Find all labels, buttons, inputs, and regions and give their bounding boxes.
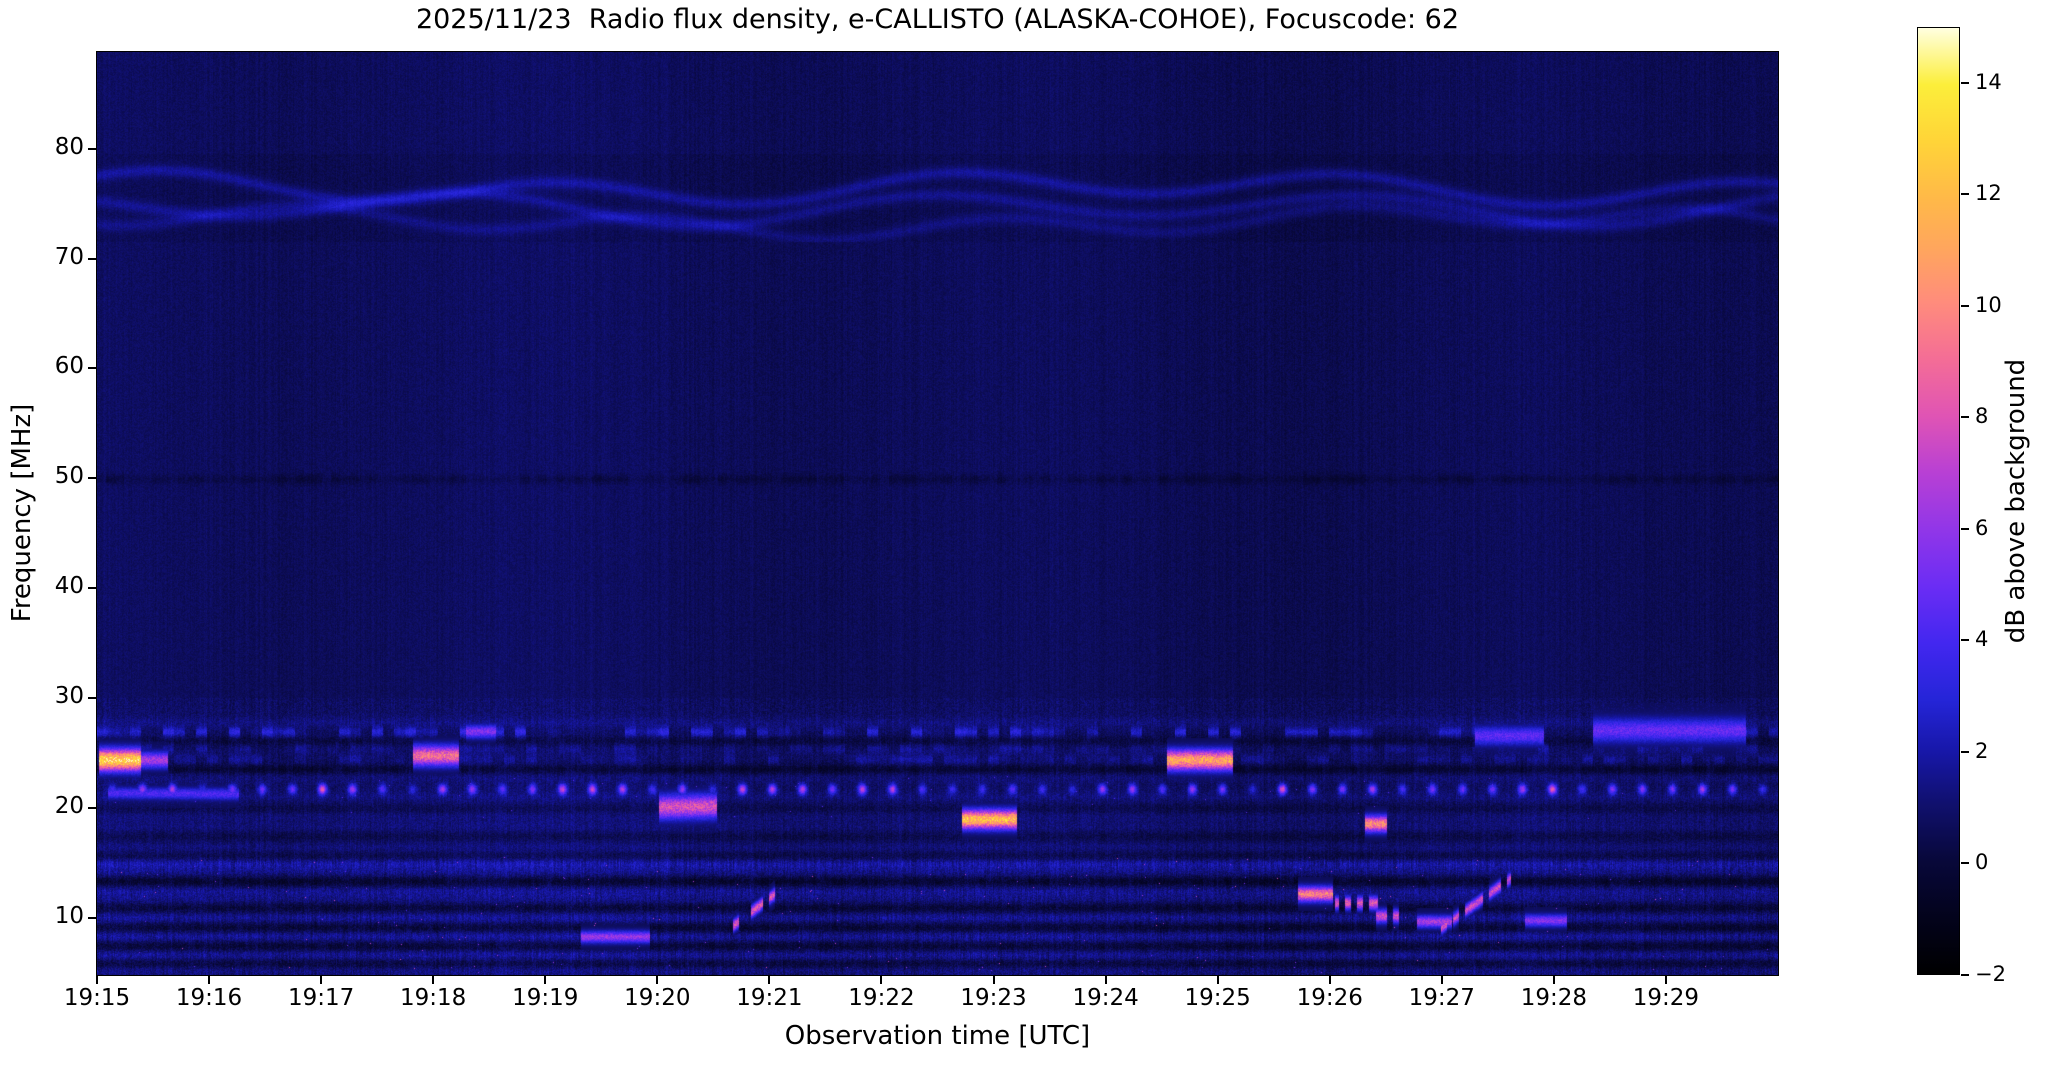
y-tick-mark	[88, 806, 96, 809]
spectrogram-canvas	[97, 52, 1778, 975]
x-tick-label: 19:28	[1520, 985, 1587, 1011]
colorbar-tick-label: 0	[1975, 850, 1989, 875]
x-tick-mark	[96, 976, 98, 984]
colorbar-tick-mark	[1961, 193, 1969, 196]
y-tick-label: 10	[54, 902, 84, 929]
colorbar-tick-label: 4	[1975, 627, 1989, 652]
colorbar-tick-label: 2	[1975, 738, 1989, 763]
y-axis-label: Frequency [MHz]	[7, 403, 37, 623]
colorbar-tick-mark	[1961, 416, 1969, 419]
colorbar-tick-label: −2	[1975, 962, 2006, 986]
y-tick-mark	[88, 257, 96, 260]
y-tick-mark	[88, 916, 96, 919]
colorbar-tick-mark	[1961, 639, 1969, 642]
colorbar-tick-mark	[1961, 81, 1969, 84]
x-tick-label: 19:15	[63, 985, 131, 1011]
x-tick-label: 19:16	[175, 985, 243, 1011]
colorbar-tick-label: 12	[1975, 181, 2002, 206]
x-tick-label: 19:29	[1632, 985, 1700, 1011]
x-tick-label: 19:23	[960, 985, 1027, 1011]
x-tick-label: 19:19	[512, 985, 579, 1011]
x-tick-label: 19:18	[400, 985, 467, 1011]
colorbar-label: dB above background	[2001, 358, 2031, 644]
chart-title: 2025/11/23 Radio flux density, e-CALLIST…	[415, 4, 1460, 35]
x-tick-mark	[544, 976, 547, 984]
x-tick-mark	[1664, 976, 1667, 984]
x-tick-mark	[992, 976, 995, 984]
y-tick-label: 80	[54, 133, 84, 160]
y-tick-label: 30	[54, 683, 84, 710]
x-tick-mark	[768, 976, 771, 984]
colorbar-tick-mark	[1961, 304, 1969, 307]
colorbar-tick-label: 8	[1975, 404, 1989, 429]
plot-area	[96, 51, 1779, 976]
y-tick-mark	[88, 147, 96, 150]
y-tick-label: 20	[54, 792, 84, 819]
colorbar-tick-label: 10	[1975, 292, 2002, 317]
x-tick-mark	[208, 976, 211, 984]
x-tick-label: 19:27	[1408, 985, 1475, 1011]
colorbar-tick-mark	[1961, 527, 1969, 530]
x-tick-mark	[1104, 976, 1107, 984]
y-tick-mark	[88, 587, 96, 590]
x-tick-mark	[656, 976, 659, 984]
y-tick-label: 60	[54, 353, 84, 380]
x-tick-mark	[1440, 976, 1443, 984]
y-tick-label: 70	[54, 243, 84, 270]
x-tick-mark	[1216, 976, 1219, 984]
colorbar-tick-mark	[1961, 750, 1969, 753]
x-tick-mark	[1328, 976, 1331, 984]
x-tick-label: 19:17	[287, 985, 355, 1011]
colorbar-tick-mark	[1961, 862, 1969, 865]
x-tick-label: 19:25	[1184, 985, 1251, 1011]
x-tick-mark	[320, 976, 323, 984]
y-tick-mark	[88, 367, 96, 370]
y-tick-label: 50	[54, 463, 84, 490]
x-tick-mark	[432, 976, 435, 984]
x-tick-mark	[880, 976, 883, 984]
x-tick-label: 19:21	[736, 985, 803, 1011]
x-tick-mark	[1552, 976, 1555, 984]
y-tick-mark	[88, 697, 96, 700]
x-tick-label: 19:26	[1296, 985, 1363, 1011]
colorbar-tick-mark	[1961, 974, 1969, 976]
y-tick-mark	[88, 477, 96, 480]
x-axis-label: Observation time [UTC]	[784, 1021, 1091, 1051]
x-tick-label: 19:24	[1072, 985, 1139, 1011]
colorbar	[1917, 27, 1960, 975]
x-tick-label: 19:20	[624, 985, 691, 1011]
colorbar-tick-label: 6	[1975, 515, 1989, 540]
colorbar-tick-label: 14	[1975, 69, 2002, 94]
y-tick-label: 40	[54, 573, 84, 600]
x-tick-label: 19:22	[848, 985, 915, 1011]
